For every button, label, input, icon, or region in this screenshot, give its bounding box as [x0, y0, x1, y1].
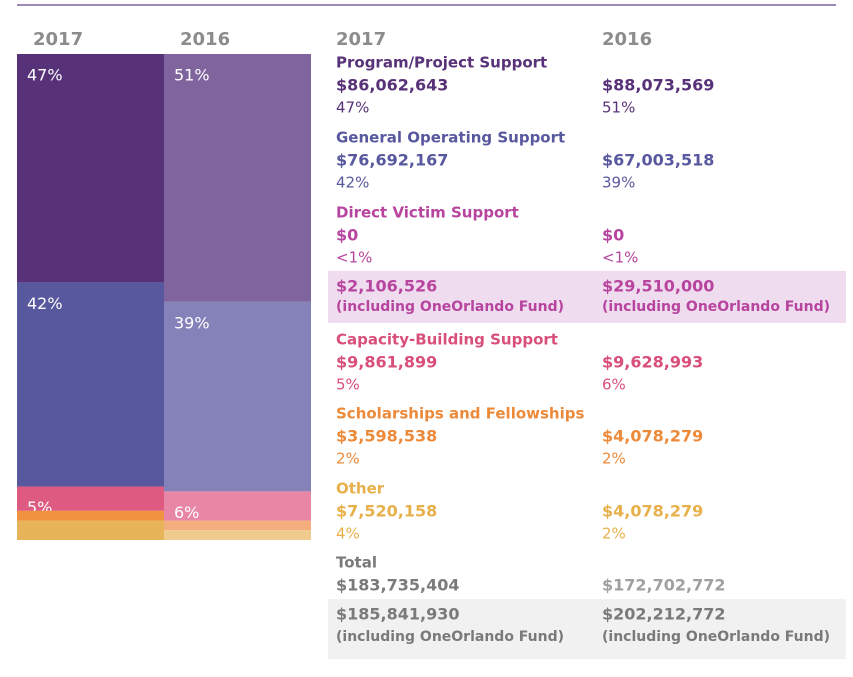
row-name: Direct Victim Support — [336, 204, 519, 222]
table-header: 2016 — [602, 29, 652, 50]
highlight-box — [328, 599, 846, 659]
share: 6% — [602, 376, 626, 394]
table-header: 2017 — [336, 29, 386, 50]
share: 2% — [602, 525, 626, 543]
bar-segment — [17, 282, 164, 487]
note-amount: $185,841,930 — [336, 605, 459, 624]
amount: $172,702,772 — [602, 576, 725, 595]
share: 2% — [602, 450, 626, 468]
note-caption: (including OneOrlando Fund) — [336, 299, 564, 315]
amount: $4,078,279 — [602, 502, 703, 521]
amount: $7,520,158 — [336, 502, 437, 521]
amount: $9,861,899 — [336, 353, 437, 372]
amount: $67,003,518 — [602, 151, 714, 170]
note-amount: $29,510,000 — [602, 277, 714, 296]
bar-label: 6% — [174, 503, 199, 522]
bar-segment — [164, 301, 311, 492]
amount: $76,692,167 — [336, 151, 448, 170]
share: 5% — [336, 376, 360, 394]
amount: $3,598,538 — [336, 427, 437, 446]
column-label: 2016 — [180, 29, 230, 50]
highlight-box — [328, 271, 846, 323]
note-amount: $2,106,526 — [336, 277, 437, 296]
bar-segment — [17, 486, 164, 511]
row-name: Scholarships and Fellowships — [336, 405, 584, 423]
share: 42% — [336, 174, 369, 192]
amount: $0 — [336, 226, 358, 245]
share: <1% — [602, 249, 638, 267]
bar-label: 47% — [27, 66, 63, 85]
bar-label: 51% — [174, 66, 210, 85]
row-name: Total — [336, 554, 377, 572]
bar-label: 42% — [27, 294, 63, 313]
bar-segment — [17, 510, 164, 521]
amount: $4,078,279 — [602, 427, 703, 446]
amount: $0 — [602, 226, 624, 245]
bar-segment — [164, 491, 311, 521]
amount: $183,735,404 — [336, 576, 459, 595]
share: 2% — [336, 450, 360, 468]
bar-segment — [17, 54, 164, 283]
amount: $9,628,993 — [602, 353, 703, 372]
row-name: Capacity-Building Support — [336, 331, 558, 349]
bar-segment — [164, 520, 311, 531]
share: <1% — [336, 249, 372, 267]
amount: $88,073,569 — [602, 76, 714, 95]
note-caption: (including OneOrlando Fund) — [336, 629, 564, 645]
note-caption: (including OneOrlando Fund) — [602, 299, 830, 315]
share: 4% — [336, 525, 360, 543]
bar-segment — [164, 530, 311, 540]
bar-label: 39% — [174, 313, 210, 332]
bar-segment — [17, 520, 164, 540]
bar-segment — [164, 54, 311, 302]
column-label: 2017 — [33, 29, 83, 50]
note-amount: $202,212,772 — [602, 605, 725, 624]
row-name: Other — [336, 480, 385, 498]
amount: $86,062,643 — [336, 76, 448, 95]
row-name: General Operating Support — [336, 129, 565, 147]
note-caption: (including OneOrlando Fund) — [602, 629, 830, 645]
share: 51% — [602, 99, 635, 117]
share: 39% — [602, 174, 635, 192]
row-name: Program/Project Support — [336, 54, 547, 72]
share: 47% — [336, 99, 369, 117]
